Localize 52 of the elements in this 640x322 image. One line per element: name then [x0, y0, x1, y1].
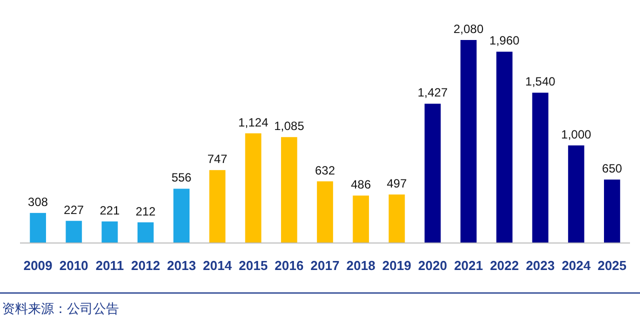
x-tick-label: 2024	[562, 258, 592, 273]
x-tick-label: 2016	[274, 258, 304, 273]
bar	[138, 222, 154, 243]
bar	[532, 92, 548, 243]
bar	[281, 137, 298, 243]
x-tick-label: 2010	[59, 258, 88, 273]
data-label: 308	[28, 194, 48, 209]
bar	[30, 212, 46, 243]
x-tick-label: 2021	[454, 258, 483, 273]
data-label: 747	[207, 152, 228, 166]
x-tick-label: 2017	[310, 258, 340, 273]
bar	[424, 104, 441, 243]
x-tick-label: 2018	[346, 258, 376, 273]
data-label: 212	[136, 204, 156, 218]
bar	[496, 52, 512, 243]
data-label: 1,960	[489, 34, 520, 48]
data-label: 650	[602, 162, 622, 176]
x-tick-label: 2014	[202, 258, 233, 273]
data-label: 497	[386, 176, 408, 190]
data-label: 556	[171, 170, 192, 185]
bar	[245, 133, 262, 243]
x-tick-label: 2015	[238, 258, 268, 273]
bar	[173, 188, 190, 243]
x-tick-label: 2013	[167, 258, 196, 273]
data-label: 227	[64, 202, 84, 217]
text: 资料来源：公司公告	[2, 302, 119, 317]
data-label: 1,085	[274, 119, 304, 134]
data-label: 632	[314, 163, 336, 178]
data-label: 1,124	[238, 115, 269, 130]
bar	[209, 170, 226, 243]
data-label: 1,540	[525, 74, 556, 89]
x-tick-label: 2011	[96, 258, 124, 273]
bar	[604, 180, 620, 243]
x-tick-label: 2022	[490, 258, 519, 273]
data-label: 2,080	[454, 22, 484, 36]
x-tick-label: 2023	[526, 258, 555, 273]
x-tick-label: 2019	[382, 258, 412, 273]
x-tick-label: 2012	[131, 258, 160, 273]
bar	[66, 220, 82, 243]
bar	[352, 196, 369, 243]
bar	[316, 181, 334, 243]
data-label: 1,000	[561, 127, 592, 142]
x-tick-label: 2009	[23, 258, 52, 273]
x-tick-label: 2020	[418, 258, 448, 273]
data-label: 486	[350, 178, 372, 192]
x-tick-label: 2025	[598, 258, 627, 273]
bar	[460, 40, 477, 243]
bar	[388, 194, 405, 243]
bar	[568, 145, 584, 243]
data-label: 221	[100, 203, 120, 218]
bar	[102, 221, 118, 243]
data-label: 1,427	[418, 86, 448, 100]
